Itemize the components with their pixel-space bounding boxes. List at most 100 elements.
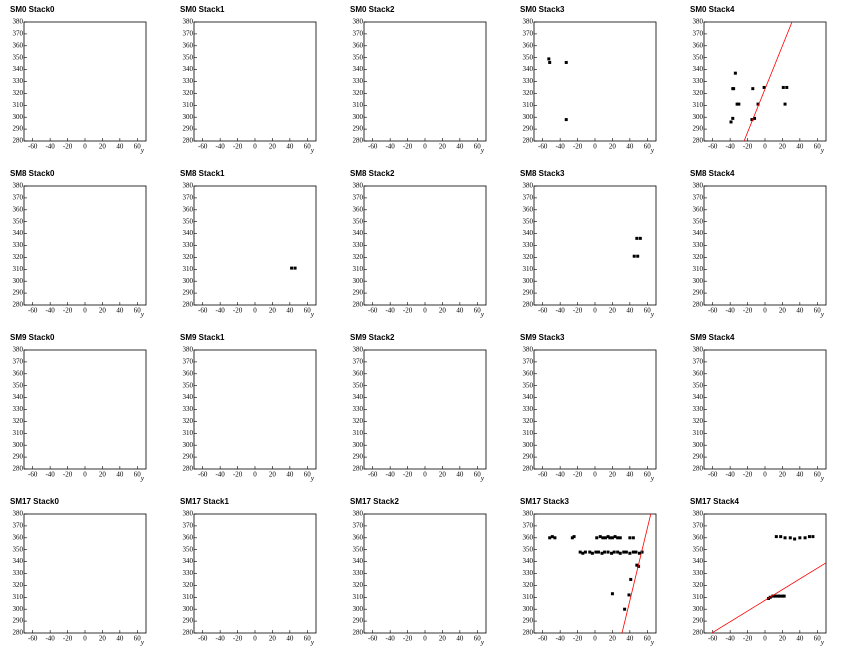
y-tick-label: 280 xyxy=(183,629,194,637)
y-tick-label: 280 xyxy=(353,465,364,473)
x-tick-label: -20 xyxy=(573,635,583,643)
point xyxy=(779,535,783,539)
y-tick-label: 380 xyxy=(523,510,534,518)
y-tick-label: 320 xyxy=(693,417,704,425)
y-tick-label: 360 xyxy=(693,533,704,541)
y-tick-label: 350 xyxy=(353,545,364,553)
y-tick-label: 360 xyxy=(13,41,24,49)
x-axis-label: y xyxy=(140,311,145,319)
point xyxy=(553,536,557,540)
y-tick-label: 380 xyxy=(183,182,194,190)
point xyxy=(290,266,294,270)
y-tick-label: 280 xyxy=(353,137,364,145)
chart-title: SM0 Stack3 xyxy=(520,5,565,14)
x-tick-label: -20 xyxy=(743,635,753,643)
x-tick-label: 20 xyxy=(609,635,617,643)
x-tick-label: 0 xyxy=(423,307,427,315)
x-tick-label: -60 xyxy=(198,471,208,479)
y-tick-label: 330 xyxy=(183,405,194,413)
x-tick-label: 40 xyxy=(796,635,804,643)
y-tick-label: 370 xyxy=(693,30,704,38)
x-tick-label: 60 xyxy=(474,471,482,479)
y-tick-label: 300 xyxy=(183,605,194,613)
point xyxy=(600,551,604,555)
y-tick-label: 330 xyxy=(13,405,24,413)
x-tick-label: 0 xyxy=(423,143,427,151)
y-tick-label: 340 xyxy=(523,557,534,565)
point xyxy=(590,551,594,555)
y-tick-label: 290 xyxy=(13,289,24,297)
y-tick-label: 340 xyxy=(13,229,24,237)
x-tick-label: -60 xyxy=(708,143,718,151)
y-tick-label: 320 xyxy=(13,581,24,589)
point xyxy=(729,120,733,124)
chart-title: SM17 Stack2 xyxy=(350,497,399,506)
point xyxy=(588,550,592,554)
x-tick-label: -60 xyxy=(708,635,718,643)
y-tick-label: 370 xyxy=(13,522,24,530)
x-tick-label: -40 xyxy=(385,635,395,643)
y-tick-label: 350 xyxy=(353,217,364,225)
point xyxy=(629,577,633,581)
x-tick-label: -60 xyxy=(198,143,208,151)
x-tick-label: -20 xyxy=(573,471,583,479)
chart-title: SM8 Stack1 xyxy=(180,169,225,178)
point xyxy=(595,536,599,540)
y-tick-label: 370 xyxy=(183,30,194,38)
point xyxy=(564,118,568,122)
y-tick-label: 330 xyxy=(13,569,24,577)
x-axis-label: y xyxy=(310,147,315,155)
point xyxy=(638,236,642,240)
point xyxy=(756,102,760,106)
y-tick-label: 360 xyxy=(523,369,534,377)
x-tick-label: -20 xyxy=(63,471,73,479)
y-tick-label: 340 xyxy=(13,557,24,565)
y-tick-label: 340 xyxy=(523,65,534,73)
chart-title: SM8 Stack4 xyxy=(690,169,735,178)
y-tick-label: 290 xyxy=(13,617,24,625)
point xyxy=(773,594,777,598)
y-tick-label: 380 xyxy=(13,18,24,26)
x-tick-label: -60 xyxy=(368,471,378,479)
y-tick-label: 380 xyxy=(353,18,364,26)
x-tick-label: 40 xyxy=(456,635,464,643)
y-tick-label: 320 xyxy=(13,89,24,97)
y-tick-label: 340 xyxy=(353,65,364,73)
point xyxy=(811,535,815,539)
point xyxy=(616,536,620,540)
y-tick-label: 300 xyxy=(13,277,24,285)
y-tick-label: 380 xyxy=(183,346,194,354)
point xyxy=(624,550,628,554)
x-tick-label: 20 xyxy=(779,635,787,643)
y-tick-label: 280 xyxy=(183,301,194,309)
x-tick-label: 20 xyxy=(99,635,107,643)
y-tick-label: 290 xyxy=(353,453,364,461)
x-tick-label: 0 xyxy=(423,635,427,643)
point xyxy=(564,60,568,64)
x-tick-label: 40 xyxy=(796,143,804,151)
y-tick-label: 330 xyxy=(693,405,704,413)
x-tick-label: -20 xyxy=(743,143,753,151)
x-tick-label: -60 xyxy=(538,143,548,151)
x-tick-label: -20 xyxy=(403,471,413,479)
point xyxy=(610,592,614,596)
y-tick-label: 290 xyxy=(183,617,194,625)
y-tick-label: 350 xyxy=(693,381,704,389)
y-tick-label: 350 xyxy=(693,545,704,553)
y-tick-label: 380 xyxy=(523,182,534,190)
y-tick-label: 370 xyxy=(13,194,24,202)
x-axis-label: y xyxy=(310,311,315,319)
x-tick-label: -40 xyxy=(215,307,225,315)
y-tick-label: 350 xyxy=(13,545,24,553)
x-tick-label: 40 xyxy=(116,307,124,315)
point xyxy=(572,535,576,539)
point xyxy=(578,550,582,554)
y-tick-label: 380 xyxy=(353,510,364,518)
point xyxy=(581,551,585,555)
x-tick-label: -20 xyxy=(573,143,583,151)
y-tick-label: 280 xyxy=(693,629,704,637)
x-tick-label: 20 xyxy=(99,307,107,315)
chart-title: SM8 Stack2 xyxy=(350,169,395,178)
point xyxy=(598,535,602,539)
